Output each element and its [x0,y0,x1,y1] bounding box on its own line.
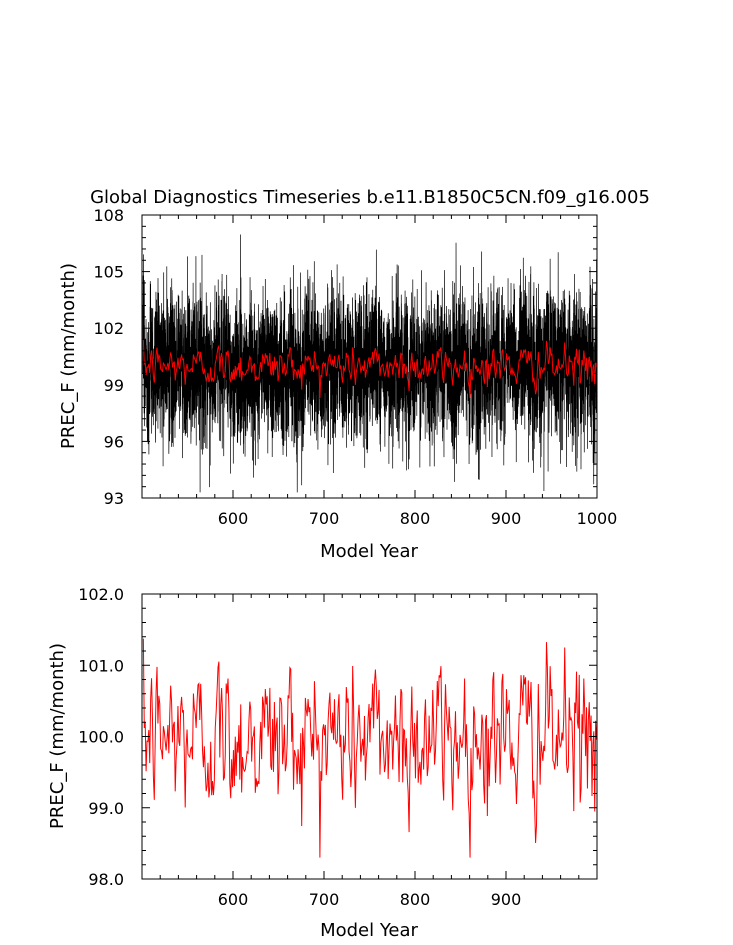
y-tick-label: 105 [93,263,124,282]
y-tick-label: 96 [104,432,124,451]
y-tick-label: 102 [93,319,124,338]
annual-series-group [142,340,598,399]
y-tick-label: 98.0 [88,870,124,889]
y-tick-label: 100.0 [78,728,124,747]
x-tick-label: 900 [491,509,522,528]
top-axes: 600 700 800 900 1000 93 96 99 102 105 108 [93,206,617,528]
y-axis-label: PREC_F (mm/month) [47,643,68,829]
annual-series-line [142,638,598,858]
x-axis-label: Model Year [320,920,418,941]
y-tick-label: 102.0 [78,585,124,604]
top-chart: Global Diagnostics Timeseries b.e11.B185… [58,187,650,562]
y-tick-label: 93 [104,489,124,508]
annual-series-line [142,340,598,399]
x-axis-label: Model Year [320,541,418,562]
y-tick-label: 99 [104,376,124,395]
x-tick-label: 600 [218,890,249,909]
x-tick-label: 600 [218,509,249,528]
annual-series-group [142,638,598,858]
y-tick-label: 101.0 [78,656,124,675]
bottom-axes: 600 700 800 900 98.0 99.0 100.0 101.0 102.0 [78,585,598,909]
chart-title: Global Diagnostics Timeseries b.e11.B185… [90,187,650,208]
bottom-chart: 600 700 800 900 98.0 99.0 100.0 101.0 102.0 Mode… [47,585,598,941]
x-tick-label: 700 [309,509,340,528]
y-tick-label: 99.0 [88,799,124,818]
x-tick-label: 800 [400,890,431,909]
x-tick-label: 900 [491,890,522,909]
y-axis-label: PREC_F (mm/month) [58,263,79,449]
top-plot-frame [141,214,598,499]
x-tick-label: 700 [309,890,340,909]
y-tick-label: 108 [93,206,124,225]
x-tick-label: 800 [400,509,431,528]
x-tick-label: 1000 [577,509,618,528]
